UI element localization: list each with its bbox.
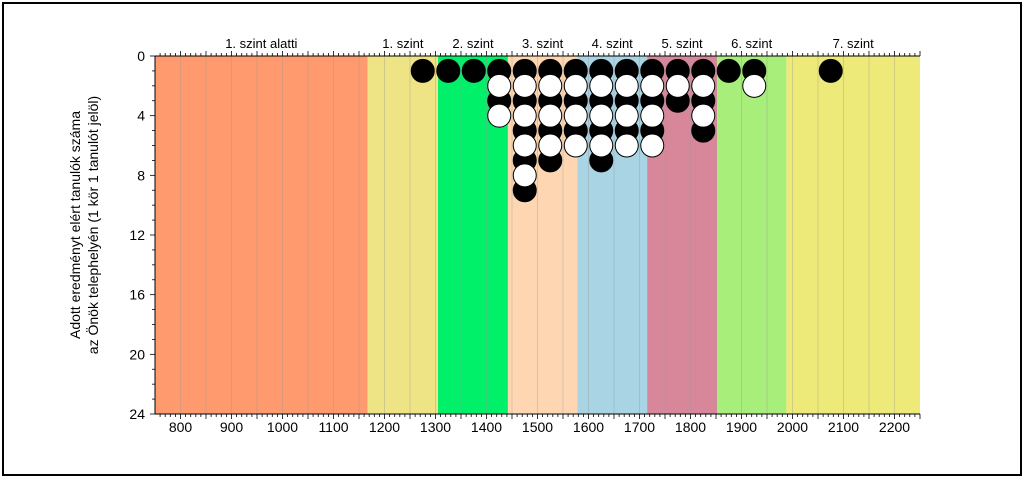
student-marker-white xyxy=(589,133,614,158)
x-tick-label: 2100 xyxy=(828,419,859,435)
x-tick-label: 1900 xyxy=(726,419,757,435)
y-tick-label: 16 xyxy=(129,287,145,303)
y-axis-title-line-1: Adott eredményt elért tanulók száma xyxy=(67,111,83,339)
level-label-6: 5. szint xyxy=(661,36,703,51)
student-marker-white xyxy=(589,73,614,98)
level-band-7 xyxy=(717,56,787,414)
student-marker-white xyxy=(512,133,537,158)
y-tick-label: 0 xyxy=(137,48,145,64)
student-marker-white xyxy=(512,103,537,128)
level-label-2: 1. szint xyxy=(382,36,424,51)
student-marker-white xyxy=(640,73,665,98)
student-marker-white xyxy=(691,103,716,128)
x-tick-label: 1000 xyxy=(267,419,298,435)
student-marker-white xyxy=(563,73,588,98)
level-label-4: 3. szint xyxy=(522,36,564,51)
level-label-1: 1. szint alatti xyxy=(225,36,297,51)
student-marker-white xyxy=(614,73,639,98)
x-tick-label: 1400 xyxy=(471,419,502,435)
student-marker-white xyxy=(742,73,767,98)
y-tick-label: 20 xyxy=(129,346,145,362)
y-tick-label: 4 xyxy=(137,108,145,124)
student-marker-black xyxy=(461,58,486,83)
level-label-3: 2. szint xyxy=(452,36,494,51)
student-marker-white xyxy=(512,73,537,98)
student-marker-white xyxy=(614,133,639,158)
student-marker-black xyxy=(716,58,741,83)
level-label-7: 6. szint xyxy=(731,36,773,51)
student-marker-black xyxy=(436,58,461,83)
student-marker-black xyxy=(410,58,435,83)
student-marker-white xyxy=(538,133,563,158)
x-tick-label: 800 xyxy=(169,419,193,435)
level-band-2 xyxy=(367,56,439,414)
x-tick-label: 1600 xyxy=(573,419,604,435)
x-tick-label: 1300 xyxy=(420,419,451,435)
student-marker-white xyxy=(538,73,563,98)
x-tick-label: 900 xyxy=(220,419,244,435)
level-label-8: 7. szint xyxy=(833,36,875,51)
student-marker-white xyxy=(614,103,639,128)
student-marker-white xyxy=(691,73,716,98)
x-tick-label: 1800 xyxy=(675,419,706,435)
student-marker-white xyxy=(487,103,512,128)
student-marker-white xyxy=(589,103,614,128)
y-axis-title-line-2: az Önök telephelyén (1 kör 1 tanulót jel… xyxy=(84,96,101,354)
student-marker-white xyxy=(563,133,588,158)
student-marker-white xyxy=(665,73,690,98)
level-label-5: 4. szint xyxy=(592,36,634,51)
y-tick-label: 12 xyxy=(129,227,145,243)
student-marker-white xyxy=(512,163,537,188)
student-marker-white xyxy=(487,73,512,98)
y-tick-label: 24 xyxy=(129,406,145,422)
x-tick-label: 2000 xyxy=(777,419,808,435)
student-marker-black xyxy=(818,58,843,83)
student-marker-white xyxy=(538,103,563,128)
x-tick-label: 1200 xyxy=(369,419,400,435)
student-marker-white xyxy=(640,103,665,128)
student-marker-white xyxy=(563,103,588,128)
level-band-8 xyxy=(786,56,920,414)
x-tick-label: 1100 xyxy=(318,419,348,435)
x-tick-label: 1500 xyxy=(522,419,553,435)
x-tick-label: 1700 xyxy=(624,419,655,435)
student-marker-white xyxy=(640,133,665,158)
level-band-1 xyxy=(155,56,368,414)
x-tick-label: 2200 xyxy=(879,419,910,435)
y-tick-label: 8 xyxy=(137,167,145,183)
